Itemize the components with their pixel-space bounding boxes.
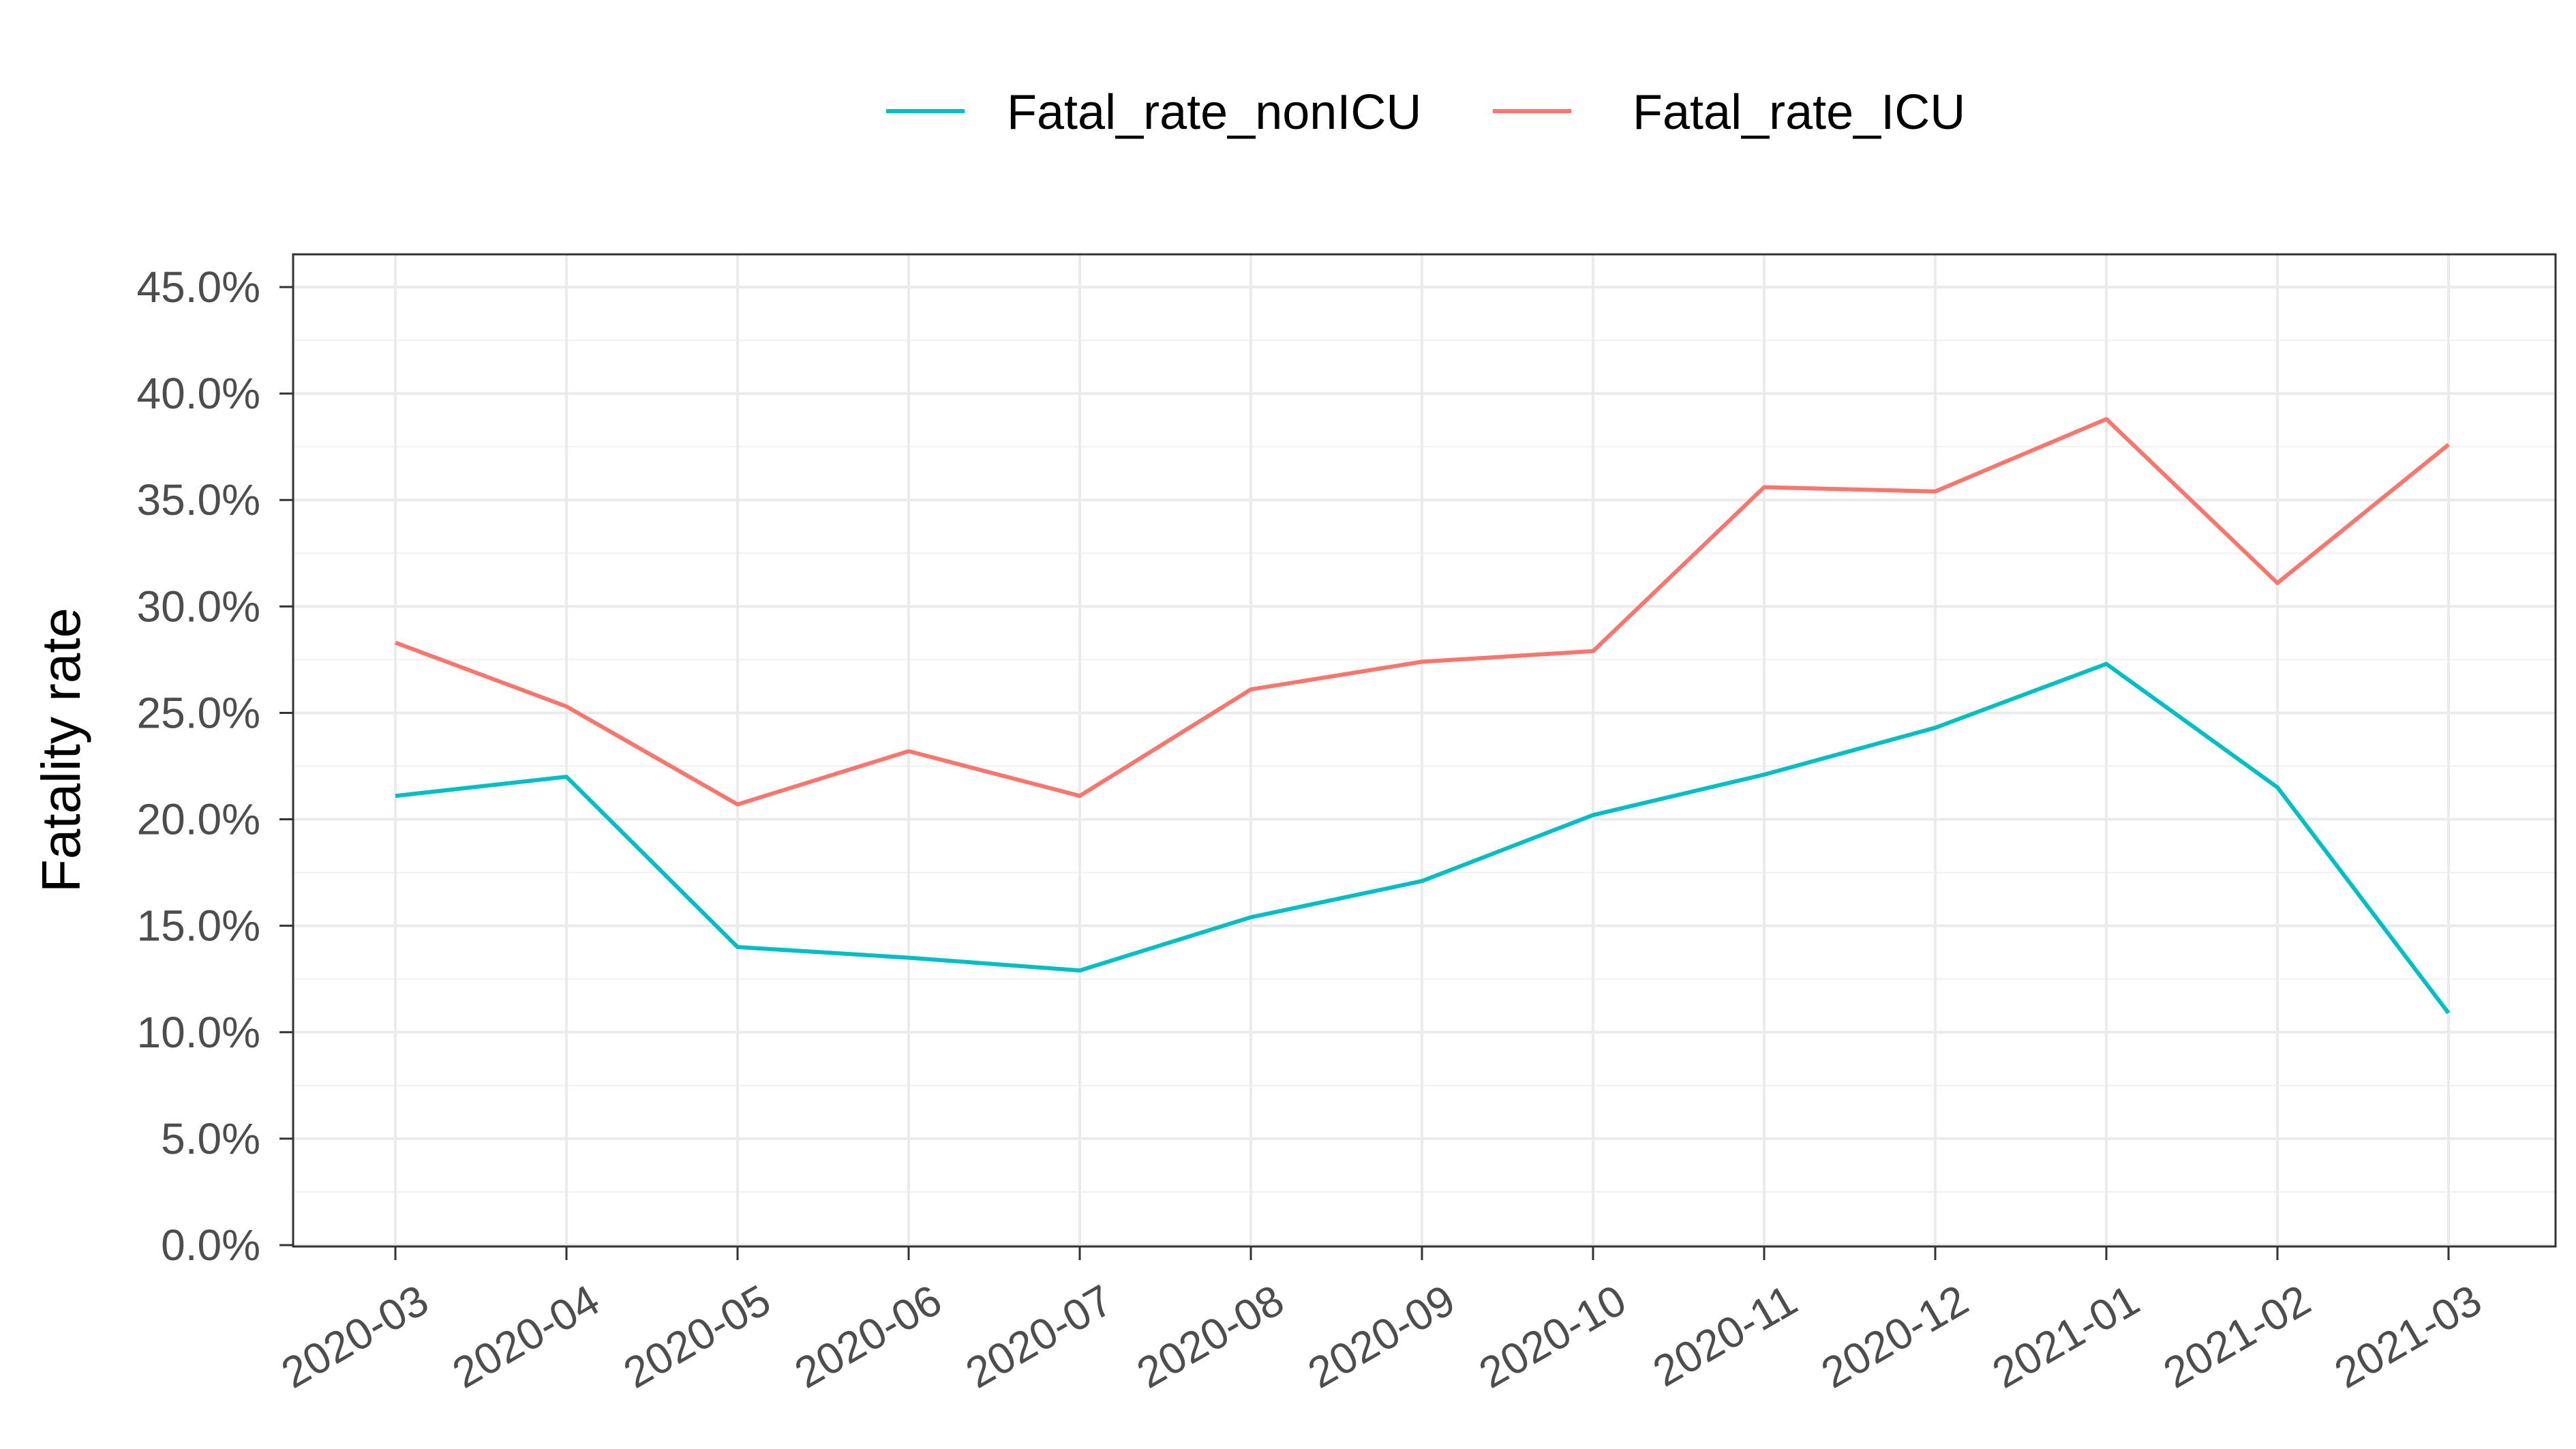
x-axis: 2020-03 2020-04 2020-05 2020-06 2020-07 2020-… [273, 1246, 2489, 1398]
legend: Fatal_rate_nonICU Fatal_rate_ICU [886, 85, 1965, 140]
legend-item: Fatal_rate_nonICU [886, 85, 1421, 140]
y-tick-label: 35.0% [137, 475, 260, 524]
series-line [394, 417, 2450, 807]
y-tick-label: 40.0% [137, 369, 260, 418]
y-tick-label: 25.0% [137, 688, 260, 737]
x-tick-label: 2020-10 [1471, 1275, 1634, 1398]
y-tick-label: 5.0% [161, 1114, 260, 1163]
x-tick-label: 2020-09 [1300, 1275, 1463, 1398]
series-line [395, 661, 2451, 1015]
y-tick-label: 20.0% [137, 795, 260, 844]
x-tick-label: 2020-04 [444, 1275, 607, 1398]
legend-label: Fatal_rate_nonICU [1007, 85, 1421, 140]
legend-item: Fatal_rate_ICU [1493, 85, 1965, 140]
x-tick-label: 2020-12 [1813, 1275, 1976, 1398]
x-tick-label: 2020-07 [958, 1275, 1121, 1398]
y-tick-label: 0.0% [161, 1221, 260, 1270]
x-tick-label: 2020-03 [273, 1275, 436, 1398]
y-tick-label: 15.0% [137, 901, 260, 951]
x-tick-label: 2020-08 [1129, 1275, 1292, 1398]
y-tick-label: 45.0% [137, 263, 260, 312]
panel-border [292, 253, 2557, 1248]
x-tick-label: 2021-03 [2327, 1275, 2489, 1398]
y-axis: 0.0% 5.0% 10.0% 15.0% 20.0% 25.0% 30.0% 35.0% 40… [137, 263, 293, 1270]
x-tick-label: 2021-01 [1984, 1275, 2147, 1398]
panel-background [293, 254, 2556, 1246]
y-tick-label: 30.0% [137, 582, 260, 631]
y-tick-label: 10.0% [137, 1008, 260, 1057]
series-lines [394, 417, 2451, 1015]
legend-label: Fatal_rate_ICU [1633, 85, 1965, 140]
x-tick-label: 2021-02 [2155, 1275, 2318, 1398]
x-tick-label: 2020-05 [616, 1275, 778, 1398]
y-axis-title: Fatality rate [31, 608, 91, 893]
plot-panel [292, 253, 2557, 1248]
x-tick-label: 2020-11 [1645, 1275, 1805, 1396]
x-tick-label: 2020-06 [787, 1275, 950, 1398]
